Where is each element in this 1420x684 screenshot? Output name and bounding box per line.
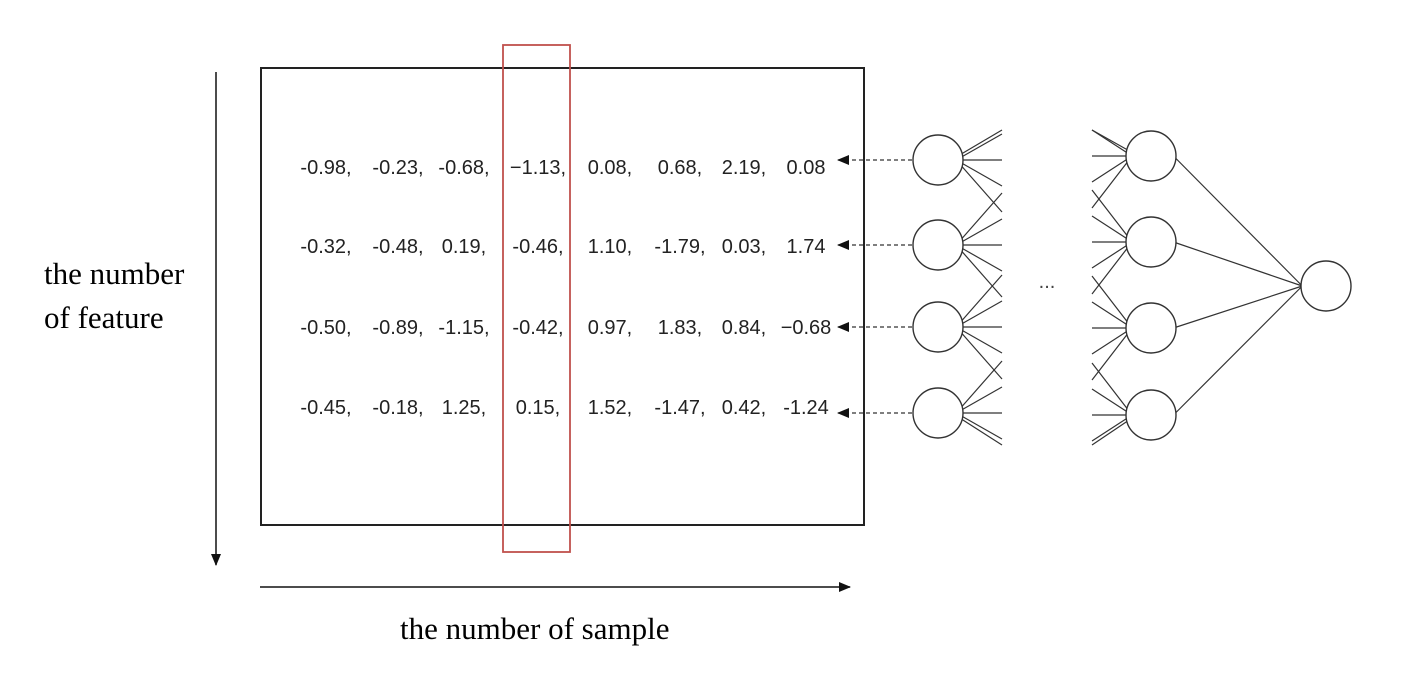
input-edge-stub	[961, 418, 1003, 446]
input-edge-stub	[961, 133, 1003, 158]
matrix-cell: 0.97,	[588, 317, 632, 339]
input-edge-stub	[961, 415, 1003, 440]
input-edge-stub	[961, 162, 1003, 187]
matrix-cell: −1.13,	[510, 157, 566, 179]
hidden-edge-stub	[1091, 161, 1128, 209]
hidden-output-edge	[1173, 241, 1303, 287]
input-edge-stub	[961, 329, 1003, 354]
hidden-layers-ellipsis: ...	[1039, 271, 1056, 293]
feature-axis-label-line-1: the number	[44, 256, 185, 291]
input-edge-stub	[961, 165, 1003, 213]
input-node-1	[912, 134, 964, 186]
matrix-cell: 2.19,	[722, 157, 766, 179]
input-edge-stub	[961, 360, 1003, 408]
feature-axis-label: the number of feature	[44, 252, 184, 340]
matrix-cell: 0.19,	[442, 236, 486, 258]
hidden-edge-stub	[1091, 362, 1128, 410]
matrix-cell: 1.52,	[588, 397, 632, 419]
matrix-cell: 0.84,	[722, 317, 766, 339]
output-node	[1300, 260, 1352, 312]
matrix-cell: 0.08	[787, 157, 826, 179]
matrix-cell: -0.32,	[300, 236, 351, 258]
hidden-edge-stub	[1091, 417, 1128, 442]
matrix-cell: 0.08,	[588, 157, 632, 179]
hidden-edge-stub	[1091, 247, 1128, 295]
matrix-cell: -1.24	[783, 397, 829, 419]
matrix-cell: -0.23,	[372, 157, 423, 179]
matrix-cell: -0.98,	[300, 157, 351, 179]
matrix-cell: 0.15,	[516, 397, 560, 419]
hidden-edge-stub	[1091, 215, 1128, 240]
matrix-cell: 1.83,	[658, 317, 702, 339]
input-edge-stub	[961, 218, 1003, 243]
hidden-edge-stub	[1091, 333, 1128, 381]
hidden-edge-stub	[1091, 330, 1128, 355]
input-edge-stub	[961, 247, 1003, 272]
hidden-edge-stub	[1091, 189, 1128, 237]
hidden-edge-stub	[1091, 388, 1128, 413]
hidden-edge-stub	[1091, 420, 1128, 446]
neural-network	[912, 129, 1352, 446]
hidden-edge-stub	[1091, 275, 1128, 323]
matrix-cell: -0.48,	[372, 236, 423, 258]
input-edge-stub	[961, 192, 1003, 240]
input-node-4	[912, 387, 964, 439]
hidden-node-3	[1125, 302, 1177, 354]
matrix-cell: -1.47,	[654, 397, 705, 419]
input-edge-stub	[961, 300, 1003, 325]
hidden-node-1	[1125, 130, 1177, 182]
input-edge-stub	[961, 274, 1003, 322]
matrix-cell: -0.45,	[300, 397, 351, 419]
matrix-cell: 1.10,	[588, 236, 632, 258]
matrix-values: -0.98, -0.23, -0.68, −1.13, 0.08, 0.68, 2.19, 0…	[300, 157, 831, 419]
matrix-cell: -1.79,	[654, 236, 705, 258]
hidden-edge-stub	[1091, 301, 1128, 326]
hidden-node-2	[1125, 216, 1177, 268]
highlighted-sample-column	[502, 44, 571, 553]
matrix-cell: 0.03,	[722, 236, 766, 258]
input-node-2	[912, 219, 964, 271]
hidden-edge-stub	[1091, 129, 1128, 154]
hidden-edge-stub	[1091, 158, 1128, 183]
matrix-cell: −0.68	[781, 317, 832, 339]
hidden-output-edge	[1173, 285, 1303, 416]
sample-axis-label: the number of sample	[400, 611, 670, 646]
matrix-cell: 1.74	[787, 236, 826, 258]
matrix-cell: -0.68,	[438, 157, 489, 179]
matrix-cell: 0.42,	[722, 397, 766, 419]
matrix-cell: -0.89,	[372, 317, 423, 339]
matrix-cell: -0.50,	[300, 317, 351, 339]
input-edge-stub	[961, 129, 1003, 155]
matrix-cell: -0.18,	[372, 397, 423, 419]
feature-axis-label-line-2: of feature	[44, 300, 164, 335]
matrix-cell: -1.15,	[438, 317, 489, 339]
input-edge-stub	[961, 386, 1003, 411]
data-matrix-box	[260, 67, 865, 526]
input-edge-stub	[961, 250, 1003, 298]
hidden-output-edge	[1173, 285, 1303, 329]
hidden-edge-stub	[1091, 244, 1128, 269]
hidden-output-edge	[1173, 155, 1303, 287]
hidden-node-4	[1125, 389, 1177, 441]
input-edge-stub	[961, 332, 1003, 380]
input-node-3	[912, 301, 964, 353]
matrix-cell: -0.46,	[512, 236, 563, 258]
input-arrows	[837, 155, 912, 418]
matrix-cell: 1.25,	[442, 397, 486, 419]
matrix-cell: 0.68,	[658, 157, 702, 179]
matrix-cell: -0.42,	[512, 317, 563, 339]
